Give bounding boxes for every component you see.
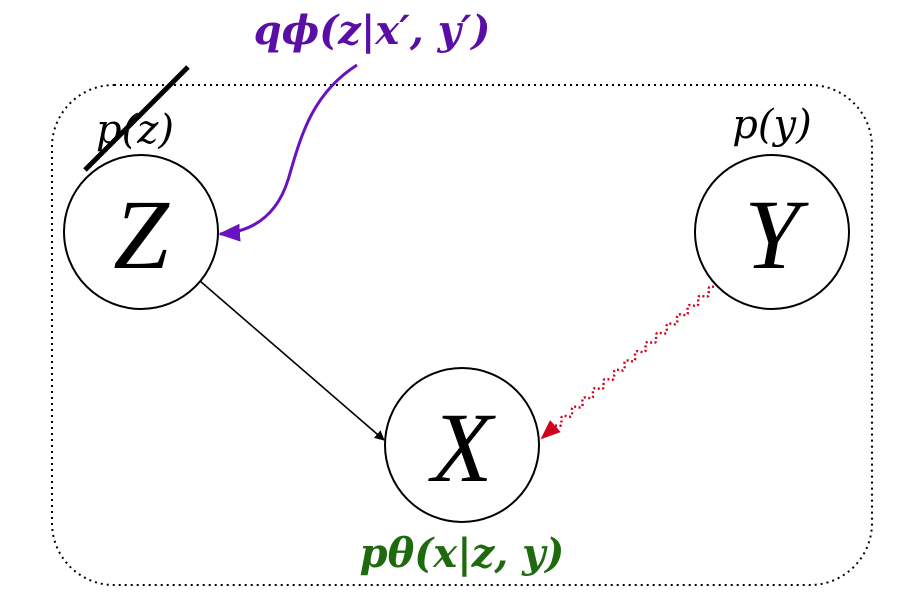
edge-z-to-x bbox=[199, 280, 385, 441]
encoder-arrow bbox=[218, 63, 358, 242]
prior-z-strikethrough bbox=[83, 65, 190, 172]
prior-y-label: p(y) bbox=[732, 102, 811, 148]
node-z-letter: Z bbox=[113, 179, 170, 290]
edge-y-to-x-wavy bbox=[540, 285, 715, 440]
decoder-label: pθ(x|z, y) bbox=[360, 530, 565, 577]
node-x bbox=[384, 367, 540, 523]
node-y bbox=[694, 154, 850, 310]
node-x-letter: X bbox=[427, 392, 496, 503]
node-z bbox=[63, 154, 219, 310]
plate-boundary bbox=[51, 84, 873, 586]
encoder-label: qϕ(z|x′, y′) bbox=[254, 7, 491, 54]
node-y-letter: Y bbox=[744, 179, 809, 290]
